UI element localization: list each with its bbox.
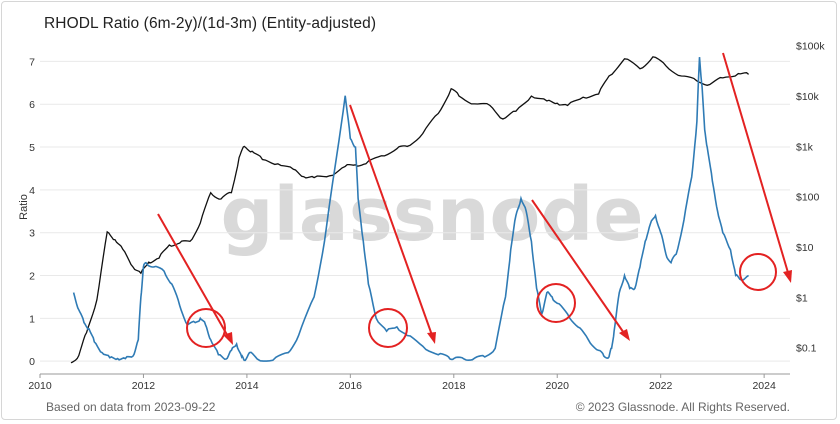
x-tick-label: 2018 bbox=[442, 380, 466, 392]
copyright: © 2023 Glassnode. All Rights Reserved. bbox=[575, 400, 790, 414]
annotations bbox=[157, 52, 790, 348]
y2-tick-label: $10k bbox=[796, 91, 820, 103]
ratio-series-line bbox=[72, 57, 750, 362]
chart-title: RHODL Ratio (6m-2y)/(1d-3m) (Entity-adju… bbox=[44, 15, 377, 32]
y2-tick-label: $0.1 bbox=[796, 343, 817, 355]
x-tick-label: 2020 bbox=[546, 380, 570, 392]
y-tick-label: 4 bbox=[29, 185, 35, 197]
y2-tick-label: $100 bbox=[796, 192, 820, 204]
y2-tick-label: $1k bbox=[796, 141, 814, 153]
data-source-note: Based on data from 2023-09-22 bbox=[46, 400, 216, 414]
cycle-circle-2023 bbox=[739, 253, 777, 291]
x-tick-label: 2016 bbox=[339, 380, 363, 392]
arrowheads bbox=[223, 270, 792, 345]
y2-tick-label: $100k bbox=[796, 41, 825, 53]
y-tick-label: 3 bbox=[29, 228, 35, 240]
y-tick-label: 5 bbox=[29, 142, 35, 154]
arrowhead-2013 bbox=[223, 332, 233, 345]
grid bbox=[40, 60, 790, 362]
x-tick-label: 2010 bbox=[28, 380, 52, 392]
y2-tick-label: $10 bbox=[796, 242, 814, 254]
arrowhead-2017 bbox=[427, 332, 436, 344]
cycle-circle-2013 bbox=[186, 308, 226, 348]
arrowhead-2020 bbox=[619, 329, 630, 341]
y-tick-label: 1 bbox=[29, 313, 35, 325]
x-axis: 2010 2012 2014 2016 2018 2020 2022 2024 bbox=[28, 373, 790, 392]
x-tick-label: 2014 bbox=[235, 380, 259, 392]
x-tick-label: 2012 bbox=[132, 380, 156, 392]
y-axis-label: Ratio bbox=[18, 194, 30, 220]
price-series-line bbox=[70, 56, 750, 364]
arrowhead-2024 bbox=[783, 270, 792, 283]
cycle-circle-2016 bbox=[368, 308, 408, 348]
y-tick-label: 2 bbox=[29, 271, 35, 283]
trend-arrow-2024 bbox=[722, 52, 790, 277]
trend-arrow-2017 bbox=[349, 104, 434, 339]
trend-arrow-2020 bbox=[531, 199, 627, 337]
y-axis-right: $0.1 $1 $10 $100 $1k $10k $100k bbox=[796, 41, 825, 355]
y-tick-label: 6 bbox=[29, 99, 35, 111]
y2-tick-label: $1 bbox=[796, 292, 808, 304]
x-tick-label: 2024 bbox=[752, 380, 776, 392]
y-tick-label: 0 bbox=[29, 356, 35, 368]
y-axis-left: 0 1 2 3 4 5 6 7 bbox=[29, 56, 35, 368]
watermark: glassnode bbox=[220, 172, 643, 258]
y-tick-label: 7 bbox=[29, 56, 35, 68]
cycle-circle-2019 bbox=[536, 283, 576, 323]
trend-arrow-2013 bbox=[157, 213, 231, 341]
x-tick-label: 2022 bbox=[649, 380, 673, 392]
